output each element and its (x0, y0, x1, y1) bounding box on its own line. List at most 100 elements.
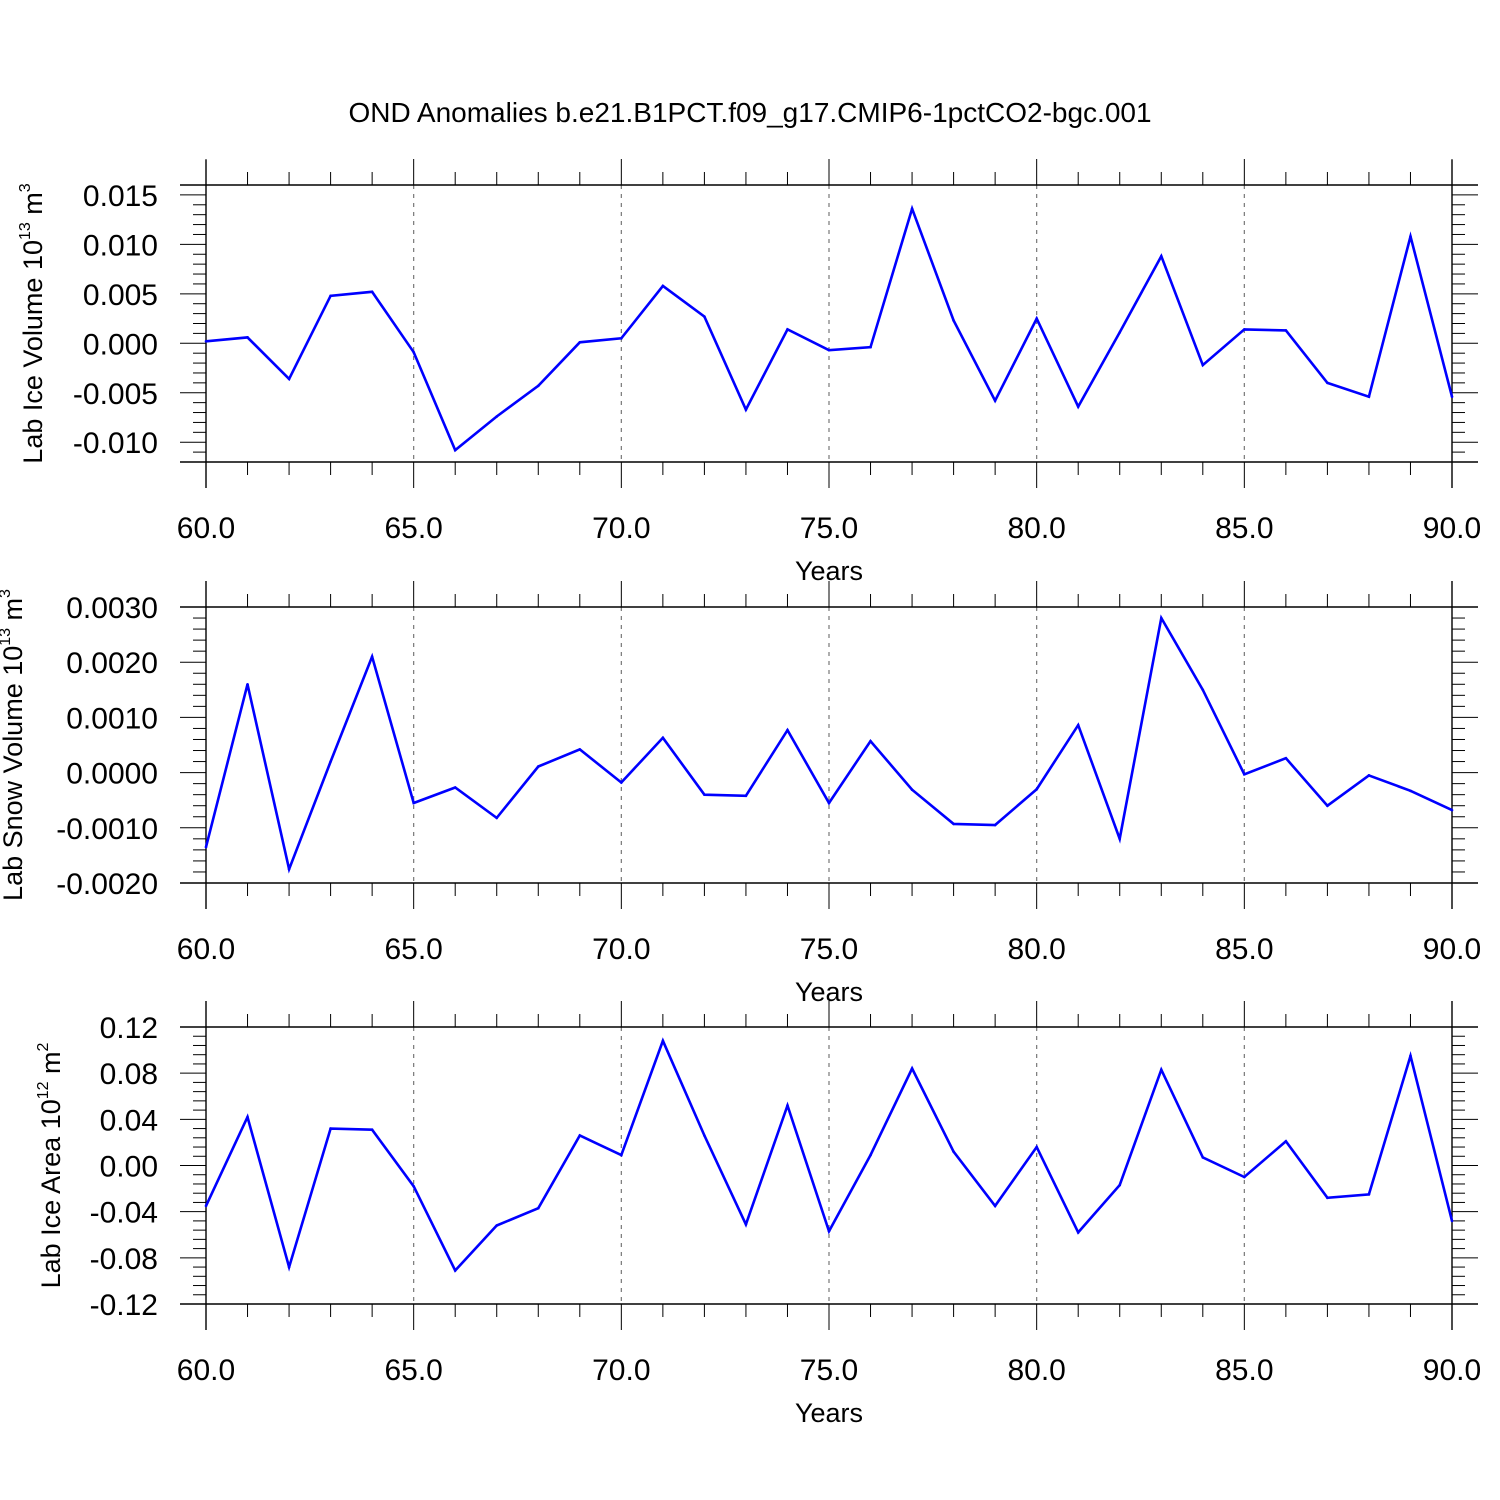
y-axis-title-unit_sup: 2 (35, 1042, 52, 1051)
data-point (1243, 328, 1246, 331)
data-point (412, 350, 415, 354)
data-point (536, 384, 540, 388)
y-axis-title-sup: 12 (35, 1081, 52, 1099)
y-tick-label: 0.0000 (66, 758, 158, 791)
data-point (1159, 254, 1163, 258)
data-point (1409, 235, 1412, 238)
data-point (661, 284, 665, 288)
y-tick-label: 0.005 (83, 279, 158, 312)
data-point (827, 348, 831, 352)
data-point (661, 1039, 665, 1043)
data-point (1076, 723, 1080, 727)
data-point (495, 1224, 499, 1227)
x-tick-label: 90.0 (1423, 512, 1481, 545)
y-axis-title-unit: m (0, 598, 28, 628)
data-point (1035, 787, 1038, 791)
y-axis-title: Lab Snow Volume 1013 m3 (0, 589, 28, 901)
x-tick-label: 75.0 (800, 512, 858, 545)
y-tick-label: 0.12 (100, 1012, 158, 1045)
x-tick-label: 70.0 (592, 1354, 650, 1387)
data-point (204, 845, 208, 849)
y-tick-label: -0.08 (90, 1243, 158, 1276)
x-tick-label: 90.0 (1423, 933, 1481, 966)
data-point (952, 1150, 955, 1153)
x-tick-label: 85.0 (1215, 933, 1273, 966)
data-point (453, 786, 457, 789)
data-point (869, 345, 872, 349)
y-axis-title-unit_sup: 3 (0, 589, 14, 598)
y-tick-label: -0.12 (90, 1289, 158, 1322)
data-point (287, 1265, 291, 1269)
data-point (1326, 381, 1329, 385)
data-point (1450, 1219, 1454, 1223)
data-point (910, 207, 914, 211)
data-point (1118, 1183, 1122, 1187)
data-point (578, 1134, 582, 1137)
y-axis-title-unit: m (36, 1051, 66, 1081)
data-point (495, 816, 499, 820)
x-tick-label: 65.0 (384, 1354, 442, 1387)
x-tick-label: 80.0 (1007, 1354, 1065, 1387)
data-point (1243, 1175, 1246, 1179)
data-point (827, 1229, 831, 1233)
y-tick-label: -0.005 (73, 378, 158, 411)
y-axis-title-unit_sup: 3 (17, 183, 34, 192)
data-point (910, 788, 914, 792)
x-tick-label: 85.0 (1215, 512, 1273, 545)
data-point (246, 336, 249, 339)
data-point (620, 337, 623, 340)
data-point (1326, 1196, 1329, 1200)
data-point (204, 340, 208, 343)
x-tick-label: 75.0 (800, 1354, 858, 1387)
data-point (412, 801, 415, 805)
x-tick-label: 60.0 (177, 933, 235, 966)
data-point (1284, 756, 1288, 760)
data-point (661, 736, 665, 740)
data-point (1326, 804, 1329, 808)
y-axis-title: Lab Ice Area 1012 m2 (35, 1042, 66, 1288)
data-point (1035, 1145, 1038, 1149)
data-point (1409, 1054, 1412, 1058)
data-point (536, 765, 540, 768)
data-point (1118, 837, 1122, 841)
data-point (287, 867, 291, 871)
data-point (370, 655, 374, 658)
data-point (1076, 405, 1080, 408)
data-point (453, 1269, 457, 1272)
data-point (370, 290, 374, 294)
data-point (869, 1153, 872, 1157)
data-point (495, 415, 499, 418)
chart-title: OND Anomalies b.e21.B1PCT.f09_g17.CMIP6-… (348, 97, 1151, 128)
y-tick-label: 0.08 (100, 1058, 158, 1091)
y-axis-title-main: Lab Snow Volume 10 (0, 646, 28, 901)
data-point (869, 739, 872, 743)
y-tick-label: 0.04 (100, 1104, 158, 1137)
data-point (1035, 317, 1038, 320)
y-tick-label: 0.000 (83, 328, 158, 361)
data-point (1450, 395, 1454, 399)
data-point (1201, 688, 1205, 692)
panel-1: 0.015 0.010 0.005 0.000 -0.005 -0.010 60.0 65.0… (17, 159, 1481, 586)
y-tick-label: 0.010 (83, 229, 158, 262)
y-tick-label: -0.0010 (56, 813, 158, 846)
data-point (1159, 1068, 1163, 1072)
data-point (993, 823, 997, 827)
y-axis-title-unit: m (18, 192, 48, 222)
x-tick-label: 65.0 (384, 933, 442, 966)
data-point (578, 748, 582, 751)
data-point (1367, 774, 1371, 777)
data-point (786, 728, 789, 732)
data-point (329, 1127, 332, 1130)
data-point (952, 822, 955, 826)
data-point (744, 1223, 748, 1226)
data-point (1367, 1193, 1371, 1196)
y-tick-label: 0.00 (100, 1151, 158, 1184)
data-point (1284, 329, 1288, 332)
x-tick-label: 80.0 (1007, 512, 1065, 545)
data-point (329, 294, 332, 298)
data-point (1284, 1139, 1288, 1143)
data-point (703, 315, 706, 318)
data-point (370, 1128, 374, 1132)
data-point (827, 801, 831, 805)
data-point (744, 408, 748, 411)
